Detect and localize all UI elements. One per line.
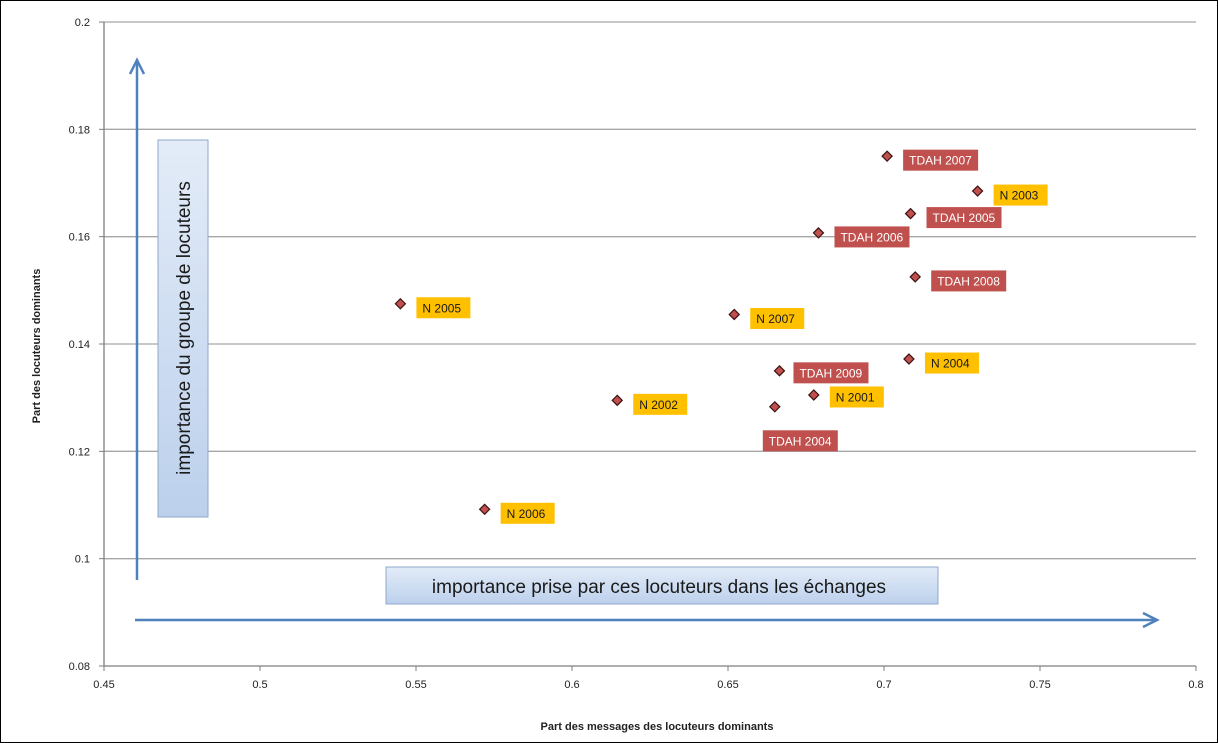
point-label-bg	[931, 270, 1007, 292]
point-label-bg	[924, 352, 979, 374]
point-label: TDAH 2008	[937, 274, 1000, 288]
x-tick-labels: 0.45 0.5 0.55 0.6 0.65 0.7 0.75 0.8	[93, 679, 1203, 691]
x-axis-title: Part des messages des locuteurs dominant…	[541, 721, 774, 733]
point-marker	[881, 150, 893, 163]
point-label-bg	[416, 297, 471, 319]
point-label-bg	[500, 502, 555, 524]
data-point: N 2003	[971, 184, 1048, 206]
vertical-annotation-text: importance du groupe de locuteurs	[174, 181, 195, 475]
point-label: TDAH 2005	[933, 211, 996, 225]
point-label: N 2002	[639, 398, 678, 412]
x-tick-label: 0.7	[876, 679, 891, 691]
vertical-annotation-box: importance du groupe de locuteurs	[157, 139, 209, 518]
data-point: N 2004	[903, 352, 979, 374]
data-point: TDAH 2007	[881, 149, 979, 171]
point-label-bg	[762, 430, 838, 452]
data-point: N 2005	[394, 297, 471, 319]
point-label-bg	[633, 393, 688, 415]
x-tick-label: 0.8	[1188, 679, 1203, 691]
y-tick-label: 0.16	[69, 232, 90, 244]
point-label-bg	[926, 207, 1002, 229]
y-tick-label: 0.14	[69, 339, 90, 351]
point-label: N 2001	[836, 390, 875, 404]
point-label-bg	[829, 386, 884, 408]
point-marker	[394, 297, 407, 310]
point-marker	[728, 308, 741, 321]
y-axis-title: Part des locuteurs dominants	[31, 269, 43, 424]
point-marker	[812, 227, 825, 239]
point-label: TDAH 2004	[769, 434, 832, 448]
x-tick-label: 0.55	[405, 679, 426, 691]
data-point: N 2007	[728, 307, 805, 329]
data-point: N 2002	[611, 393, 688, 415]
point-label: TDAH 2006	[840, 230, 903, 244]
point-label: N 2005	[422, 301, 461, 315]
horizontal-arrow	[135, 611, 1160, 629]
data-point: TDAH 2006	[812, 226, 910, 248]
point-label: TDAH 2009	[799, 366, 862, 380]
x-tick-label: 0.65	[717, 679, 738, 691]
point-marker	[971, 185, 984, 197]
point-label-bg	[903, 149, 979, 171]
data-point: TDAH 2008	[909, 270, 1007, 292]
horizontal-annotation-text: importance prise par ces locuteurs dans …	[432, 577, 886, 598]
x-tick-label: 0.75	[1029, 679, 1050, 691]
vertical-arrow	[128, 57, 146, 580]
point-label: N 2003	[1000, 189, 1039, 203]
point-label-bg	[834, 226, 910, 248]
horizontal-annotation-box: importance prise par ces locuteurs dans …	[385, 566, 939, 605]
data-point: N 2001	[807, 386, 884, 408]
y-tick-label: 0.18	[69, 124, 90, 136]
point-marker	[909, 271, 922, 283]
point-label: TDAH 2007	[909, 154, 972, 168]
point-marker	[904, 207, 917, 220]
y-tick-label: 0.1	[75, 554, 90, 566]
point-label-bg	[993, 184, 1048, 206]
point-label-bg	[750, 307, 805, 329]
data-points: N 2005 N 2006 N 2002 N 2007 TDAH 2004 TDAH 20…	[394, 149, 1048, 524]
data-point: TDAH 2004	[762, 400, 838, 452]
point-marker	[611, 394, 624, 407]
point-marker	[903, 353, 915, 365]
point-label: N 2004	[931, 357, 970, 371]
y-tick-label: 0.08	[69, 661, 90, 673]
point-marker	[807, 389, 820, 401]
gridlines	[104, 21, 1196, 560]
x-tick-label: 0.5	[252, 679, 267, 691]
data-point: N 2006	[478, 502, 555, 524]
data-point: TDAH 2009	[773, 362, 869, 384]
y-tick-label: 0.2	[75, 17, 90, 29]
point-marker	[478, 503, 491, 516]
y-tick-labels: 0.08 0.1 0.12 0.14 0.16 0.18 0.2	[69, 17, 90, 673]
point-marker	[773, 364, 786, 377]
point-marker	[768, 400, 781, 413]
x-tick-label: 0.45	[93, 679, 114, 691]
axes	[99, 21, 1197, 671]
y-tick-label: 0.12	[69, 446, 90, 458]
point-label: N 2006	[507, 507, 546, 521]
x-tick-label: 0.6	[564, 679, 579, 691]
point-label: N 2007	[756, 312, 795, 326]
point-label-bg	[793, 362, 869, 384]
data-point: TDAH 2005	[904, 207, 1002, 229]
